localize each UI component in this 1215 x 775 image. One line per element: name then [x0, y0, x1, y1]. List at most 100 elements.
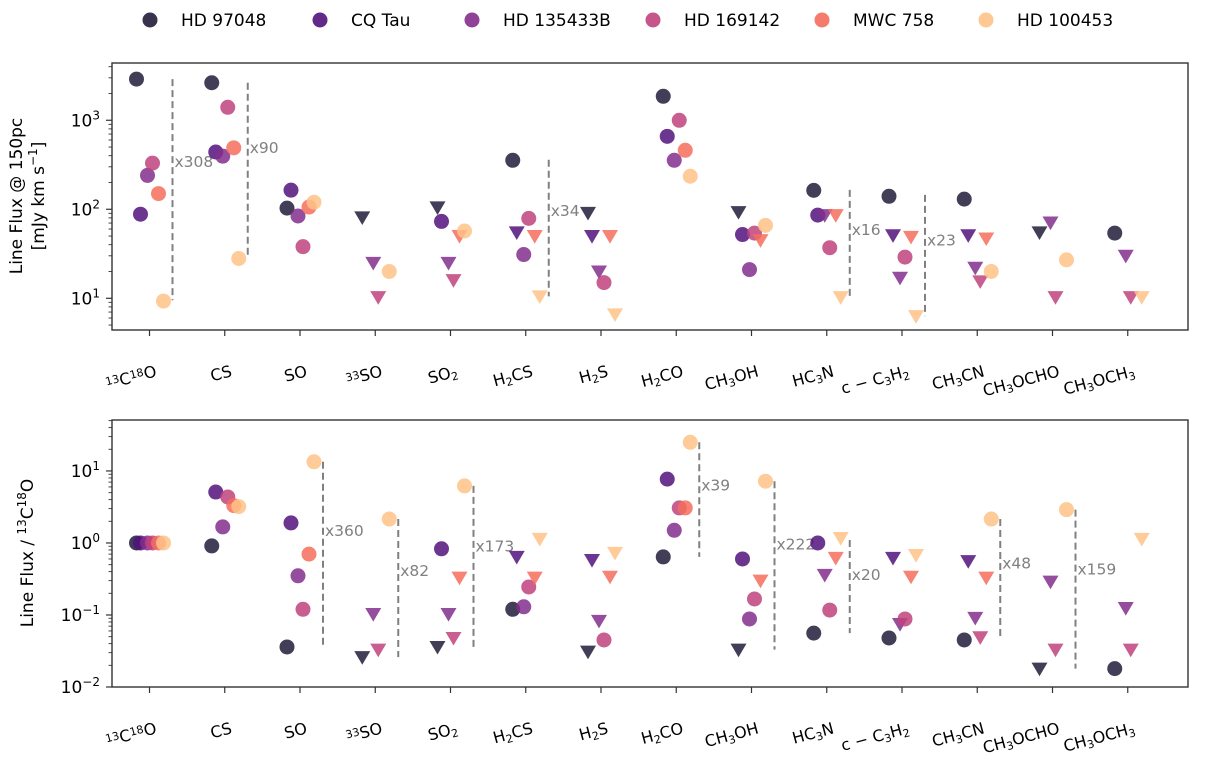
series-hd-97048	[129, 535, 1123, 677]
x-tick-label-text: CH3OH	[703, 719, 761, 753]
detection-marker	[381, 263, 397, 279]
ratio-annotation: x34	[547, 159, 580, 297]
ratio-label: x23	[927, 231, 956, 249]
detection-marker	[215, 519, 231, 535]
x-tick-label: 33SO	[344, 719, 384, 747]
detection-marker	[133, 206, 148, 222]
legend: HD 97048 CQ Tau HD 135433B HD 169142 MWC 758…	[142, 11, 1113, 31]
detection-marker	[521, 210, 537, 226]
upper-limit-marker	[1133, 532, 1150, 547]
x-tick-label: SO2	[426, 363, 460, 387]
detection-marker	[677, 142, 693, 158]
ratio-label: x20	[852, 566, 881, 584]
detection-marker	[295, 239, 311, 255]
ratio-label: x82	[400, 562, 429, 580]
x-tick-label: HC3N	[790, 362, 836, 391]
upper-limit-marker	[440, 608, 457, 622]
x-tick-label-text: H2S	[577, 362, 611, 390]
detection-marker	[682, 434, 698, 450]
x-tick-label-text: CH3OH	[703, 362, 761, 396]
upper-limit-marker	[580, 206, 596, 221]
upper-limit-marker	[445, 274, 462, 288]
detection-marker	[983, 511, 999, 527]
detection-marker	[231, 499, 247, 515]
x-tick-label-text: CH3CN	[930, 362, 987, 396]
upper-limit-marker	[1117, 602, 1134, 616]
detection-marker	[215, 148, 231, 164]
detection-marker	[897, 611, 913, 627]
upper-limit-marker	[531, 290, 548, 304]
upper-limit-marker	[591, 265, 607, 280]
upper-limit-marker	[591, 614, 607, 629]
series-hd-97048	[129, 71, 1123, 241]
x-tick-label-text: c − C3H2	[839, 362, 912, 400]
plot-frame	[111, 62, 1189, 331]
detection-marker	[279, 200, 295, 216]
upper-limit-marker	[752, 574, 769, 589]
x-tick-label: HC3N	[790, 719, 836, 748]
detection-marker	[204, 538, 220, 554]
upper-limit-marker	[1117, 249, 1134, 264]
x-tick-label: H2S	[577, 719, 610, 745]
upper-limit-marker	[607, 546, 623, 561]
detection-marker	[220, 99, 236, 115]
x-tick-label: H2CO	[639, 362, 686, 393]
legend-label-hd-97048: HD 97048	[181, 11, 266, 31]
upper-limit-marker	[978, 571, 995, 586]
y-axis-label-bottom: Line Flux / 13C18O	[15, 479, 38, 628]
upper-limit-marker	[827, 551, 844, 566]
detection-marker	[521, 579, 537, 595]
upper-limit-marker	[584, 554, 600, 568]
ratio-annotation: x23	[924, 194, 956, 317]
detection-marker	[129, 71, 144, 87]
detection-marker	[655, 88, 671, 104]
upper-limit-marker	[429, 640, 446, 655]
x-tick-label-text: CS	[208, 719, 234, 743]
upper-limit-marker	[730, 206, 747, 220]
x-tick-label-text: CH3OCHO	[981, 362, 1062, 402]
x-tick-label: CH3OH	[703, 362, 761, 396]
detection-marker	[956, 632, 972, 648]
x-tick-label-text: c − C3H2	[839, 719, 912, 757]
y-tick-label: 100	[71, 531, 100, 554]
upper-limit-marker	[885, 229, 901, 243]
upper-limit-marker	[967, 611, 984, 626]
detection-marker	[659, 128, 675, 144]
ratio-label: x308	[175, 153, 214, 171]
detection-marker	[758, 217, 773, 233]
upper-limit-marker	[967, 261, 984, 276]
detection-marker	[434, 541, 449, 557]
upper-limit-marker	[451, 571, 468, 586]
upper-limit-marker	[602, 570, 618, 585]
upper-limit-marker	[440, 256, 457, 271]
ratio-annotation: x48	[999, 519, 1031, 638]
upper-limit-marker	[1031, 662, 1048, 677]
legend-label-hd-169142: HD 169142	[684, 11, 780, 31]
x-tick-label-text: 33SO	[344, 719, 384, 747]
upper-limit-marker	[1031, 226, 1048, 240]
x-tick-label-text: SO	[282, 719, 309, 743]
detection-marker	[666, 152, 682, 168]
x-tick-label: H2CO	[639, 719, 685, 748]
x-tick-label: SO	[282, 719, 309, 743]
detection-marker	[145, 155, 160, 171]
upper-limit-marker	[531, 532, 548, 547]
x-tick-label: CH3CN	[930, 719, 986, 751]
detection-marker	[747, 591, 762, 607]
detection-marker	[231, 250, 247, 266]
x-tick-label-text: 13C18O	[104, 719, 159, 751]
detection-marker	[283, 182, 299, 198]
x-tick-label: CH3CN	[930, 362, 987, 396]
legend-label-hd-100453: HD 100453	[1017, 11, 1113, 31]
upper-limit-marker	[908, 549, 924, 563]
series-hd-100453	[156, 168, 1150, 324]
upper-limit-marker	[832, 291, 849, 305]
series-mwc-758	[151, 498, 995, 589]
ratio-annotation: x222	[773, 481, 815, 650]
x-tick-label-text: CH3OCH3	[1061, 362, 1137, 401]
x-tick-label: H2S	[577, 362, 611, 390]
x-tick-label: CH3OCH3	[1061, 720, 1137, 755]
x-tick-label-text: H2CO	[639, 362, 686, 393]
legend-marker-hd-97048	[142, 12, 158, 28]
legend-item-hd-169142: HD 169142	[645, 11, 780, 31]
